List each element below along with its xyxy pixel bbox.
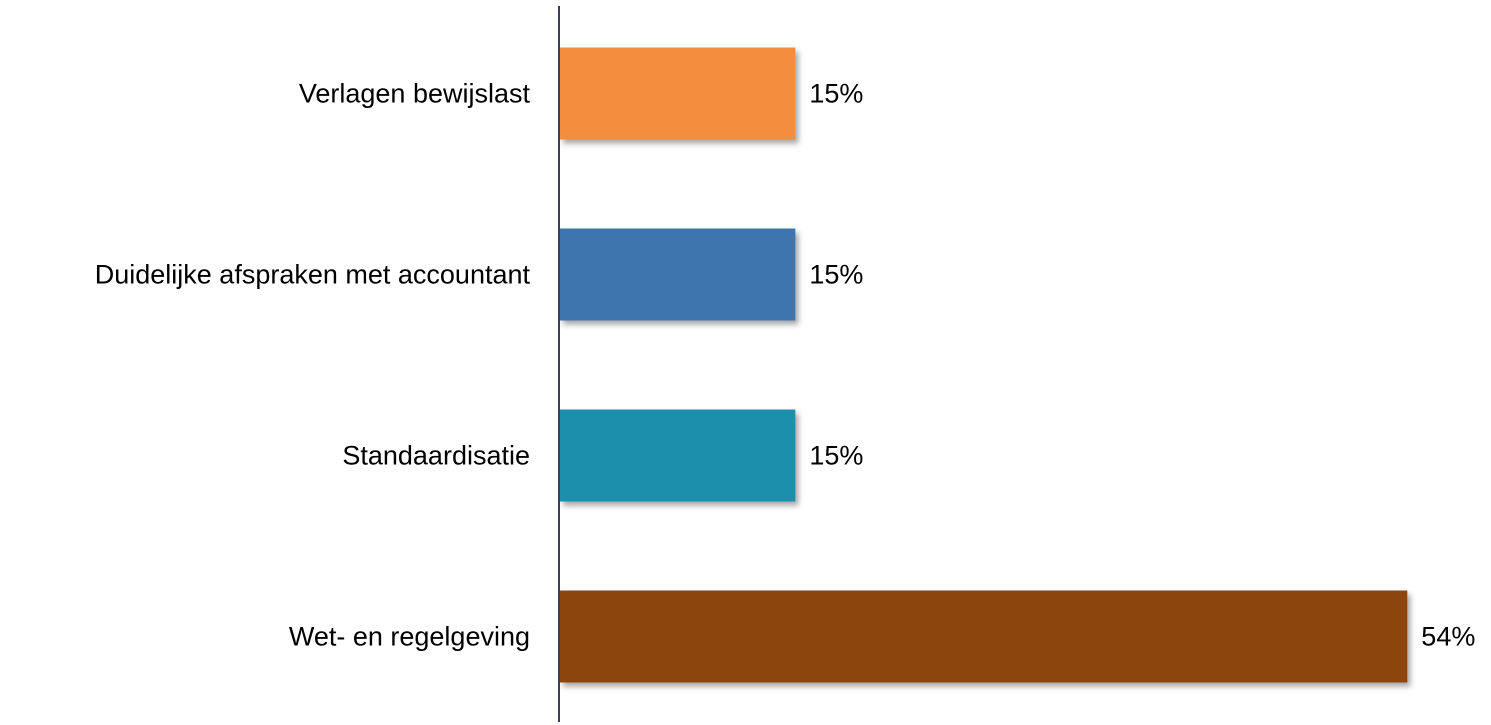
bars <box>560 47 1408 683</box>
category-label: Wet- en regelgeving <box>289 622 530 652</box>
category-label: Standaardisatie <box>342 441 530 471</box>
value-label: 15% <box>809 79 863 109</box>
bar <box>560 590 1408 683</box>
category-label: Verlagen bewijslast <box>299 79 531 109</box>
category-label: Duidelijke afspraken met accountant <box>95 260 531 290</box>
bar <box>560 47 796 140</box>
value-label: 15% <box>809 260 863 290</box>
value-label: 15% <box>809 441 863 471</box>
bar <box>560 228 796 321</box>
bar <box>560 409 796 502</box>
value-label: 54% <box>1421 622 1475 652</box>
